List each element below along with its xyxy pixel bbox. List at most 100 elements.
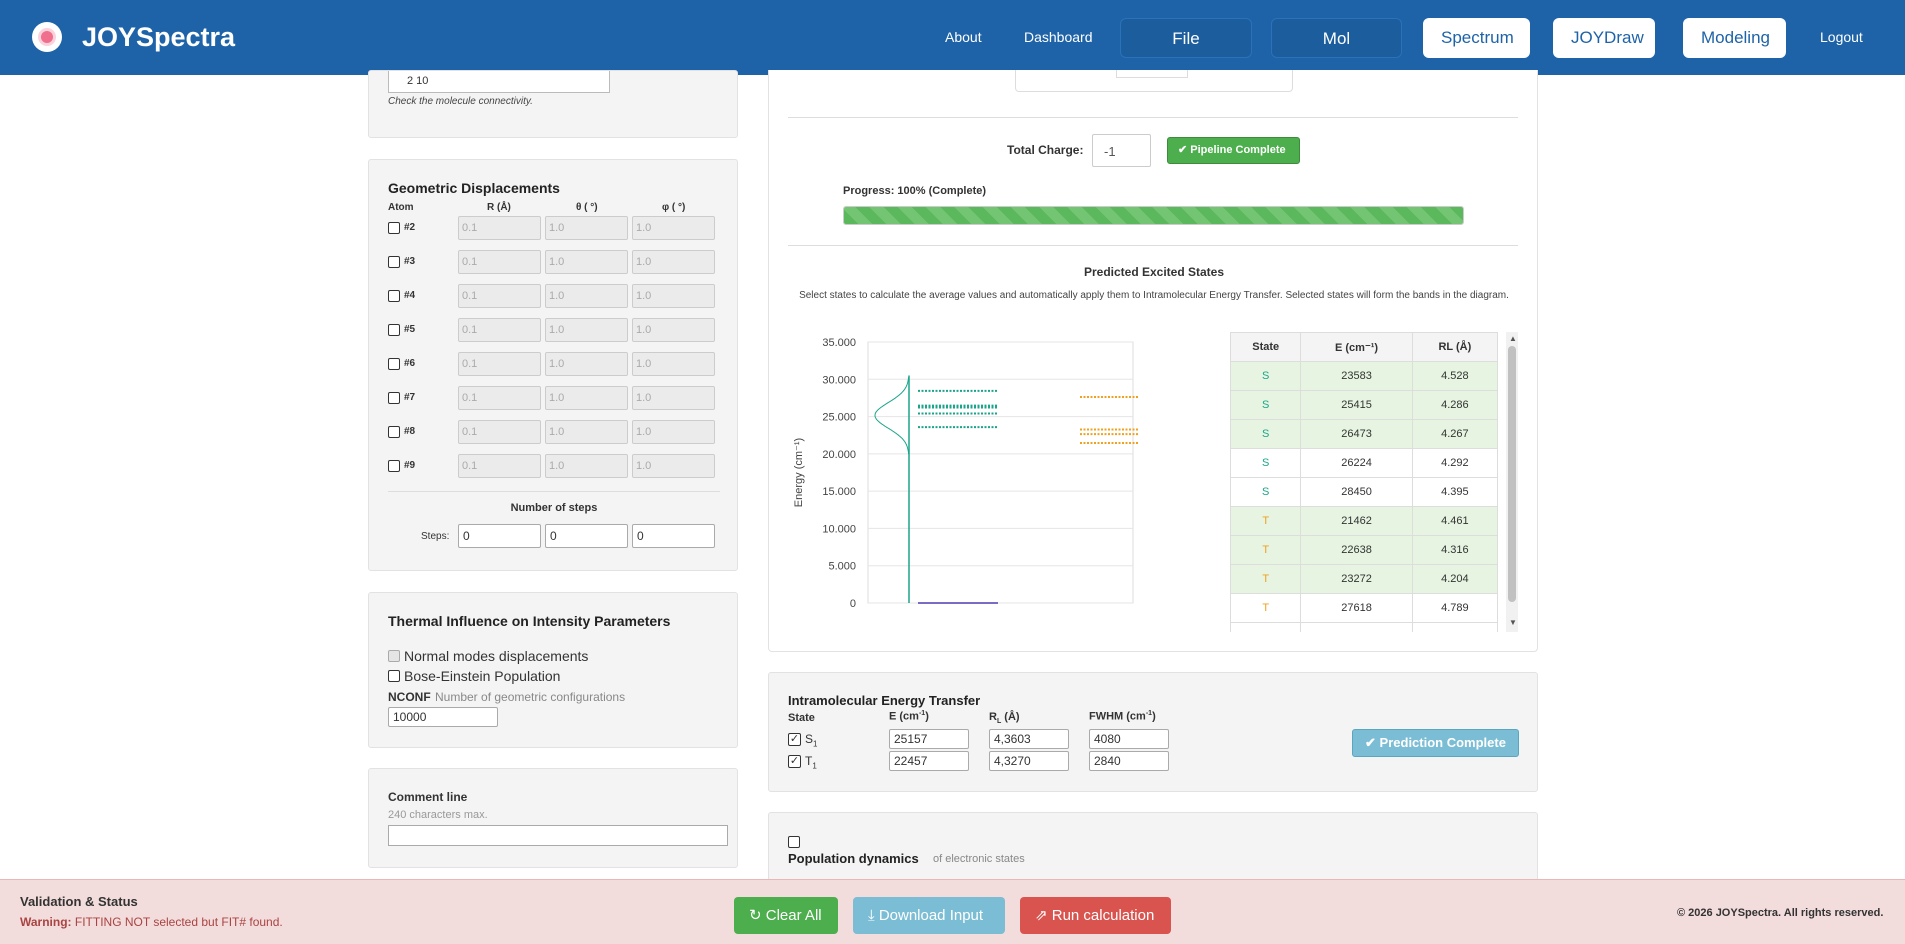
atom-checkbox[interactable] [388,392,400,404]
prediction-complete-button[interactable]: ✔ Prediction Complete [1352,729,1519,757]
displacement-theta-input[interactable]: 1.0 [545,284,628,308]
state-row[interactable]: S 26473 4.267 [1230,419,1499,449]
navbar: JOYSpectra About Dashboard File Manager … [0,0,1905,88]
displacement-phi-input[interactable]: 1.0 [632,250,715,274]
connectivity-hint: Check the molecule connectivity. [388,96,533,107]
displacement-phi-input[interactable]: 1.0 [632,454,715,478]
states-table-container: State E (cm⁻¹) RL (Å) S 23583 4.528 S 25415 4… [1230,332,1520,632]
brand-title[interactable]: JOYSpectra [82,22,236,52]
connectivity-panel: 2 10 Check the molecule connectivity. [368,70,738,138]
state-row[interactable]: T 27618 4.789 [1230,593,1499,623]
bose-einstein-checkbox[interactable] [388,670,400,682]
energy-diagram: 0 5.000 10.000 15.000 20.000 25.000 30.000 35.0… [793,337,1138,610]
nav-about[interactable]: About [945,29,982,45]
steps-title: Number of steps [510,502,598,514]
atom-checkbox[interactable] [388,222,400,234]
state-type: T [1230,506,1302,536]
nconf-input[interactable]: 10000 [388,707,498,727]
state-row[interactable]: S 28450 4.395 [1230,477,1499,507]
iet-rl-input[interactable]: 4,3270 [989,751,1069,771]
scrollbar-thumb[interactable] [1508,346,1516,602]
displacement-r-input[interactable]: 0.1 [458,284,541,308]
upload-input-remnant[interactable] [1116,70,1188,78]
progress-bar-fill [844,207,1463,224]
population-checkbox[interactable] [788,836,800,848]
scroll-down-icon[interactable]: ▼ [1509,618,1517,627]
state-row[interactable]: T 22638 4.316 [1230,535,1499,565]
displacement-theta-input[interactable]: 1.0 [545,216,628,240]
states-table: State E (cm⁻¹) RL (Å) S 23583 4.528 S 25415 4… [1230,332,1499,632]
download-input-button[interactable]: ⤓ Download Input [853,897,1005,934]
connectivity-textarea[interactable]: 2 10 [388,71,610,93]
run-calculation-button[interactable]: ⇗ Run calculation [1020,897,1171,934]
nav-spectrum[interactable]: Spectrum [1423,18,1530,58]
displacement-r-input[interactable]: 0.1 [458,454,541,478]
nav-modeling[interactable]: Modeling [1683,18,1786,58]
state-row[interactable] [1230,622,1499,632]
iet-e-input[interactable]: 25157 [889,729,969,749]
clear-all-button[interactable]: ↻ Clear All [734,897,838,934]
atom-checkbox[interactable] [388,256,400,268]
displacement-theta-input[interactable]: 1.0 [545,420,628,444]
steps-input-r[interactable]: 0 [458,524,541,548]
state-row[interactable]: T 21462 4.461 [1230,506,1499,536]
nav-dashboard[interactable]: Dashboard [1024,29,1093,45]
state-row[interactable]: S 23583 4.528 [1230,361,1499,391]
atom-label: #9 [404,460,416,471]
state-row[interactable]: S 26224 4.292 [1230,448,1499,478]
steps-input-phi[interactable]: 0 [632,524,715,548]
state-rl: 4.204 [1411,564,1499,594]
displacement-theta-input[interactable]: 1.0 [545,386,628,410]
state-row[interactable]: S 25415 4.286 [1230,390,1499,420]
displacement-phi-input[interactable]: 1.0 [632,318,715,342]
nav-mol-extractor[interactable]: Mol extractor [1271,18,1402,88]
nconf-label: NCONF [388,690,431,704]
refresh-icon: ↻ [749,907,762,924]
table-scrollbar[interactable]: ▲ ▼ [1506,332,1518,632]
nav-joydraw[interactable]: JOYDraw [1553,18,1655,58]
iet-rl-input[interactable]: 4,3603 [989,729,1069,749]
steps-input-theta[interactable]: 0 [545,524,628,548]
atom-checkbox[interactable] [388,460,400,472]
displacement-r-input[interactable]: 0.1 [458,352,541,376]
displacement-theta-input[interactable]: 1.0 [545,318,628,342]
displacement-r-input[interactable]: 0.1 [458,250,541,274]
geo-header-r: R (Å) [487,202,511,213]
comment-input[interactable] [388,825,728,846]
displacement-phi-input[interactable]: 1.0 [632,420,715,444]
scroll-up-icon[interactable]: ▲ [1509,334,1517,343]
displacement-theta-input[interactable]: 1.0 [545,454,628,478]
iet-state-label: T1 [805,754,817,770]
iet-state-index: 1 [812,761,817,771]
atom-checkbox[interactable] [388,358,400,370]
displacement-phi-input[interactable]: 1.0 [632,284,715,308]
steps-label: Steps: [421,531,450,542]
iet-state-checkbox[interactable]: ✓ [788,755,801,768]
prediction-complete-label: Prediction Complete [1379,735,1506,750]
iet-e-input[interactable]: 22457 [889,751,969,771]
displacement-phi-input[interactable]: 1.0 [632,352,715,376]
y-tick-label: 20.000 [822,449,856,461]
displacement-r-input[interactable]: 0.1 [458,386,541,410]
normal-modes-checkbox[interactable] [388,650,400,662]
iet-state-letter: S [805,732,814,746]
check-icon: ✔ [1178,144,1188,156]
iet-fwhm-input[interactable]: 4080 [1089,729,1169,749]
displacement-phi-input[interactable]: 1.0 [632,216,715,240]
nav-logout[interactable]: Logout [1820,29,1863,45]
logo-icon[interactable] [32,22,62,52]
displacement-phi-input[interactable]: 1.0 [632,386,715,410]
atom-checkbox[interactable] [388,426,400,438]
iet-fwhm-input[interactable]: 2840 [1089,751,1169,771]
displacement-theta-input[interactable]: 1.0 [545,352,628,376]
displacement-theta-input[interactable]: 1.0 [545,250,628,274]
iet-state-checkbox[interactable]: ✓ [788,733,801,746]
atom-checkbox[interactable] [388,290,400,302]
total-charge-input[interactable]: -1 [1092,134,1151,167]
displacement-r-input[interactable]: 0.1 [458,216,541,240]
state-row[interactable]: T 23272 4.204 [1230,564,1499,594]
displacement-r-input[interactable]: 0.1 [458,420,541,444]
nav-file-manager[interactable]: File Manager [1120,18,1252,88]
displacement-r-input[interactable]: 0.1 [458,318,541,342]
atom-checkbox[interactable] [388,324,400,336]
